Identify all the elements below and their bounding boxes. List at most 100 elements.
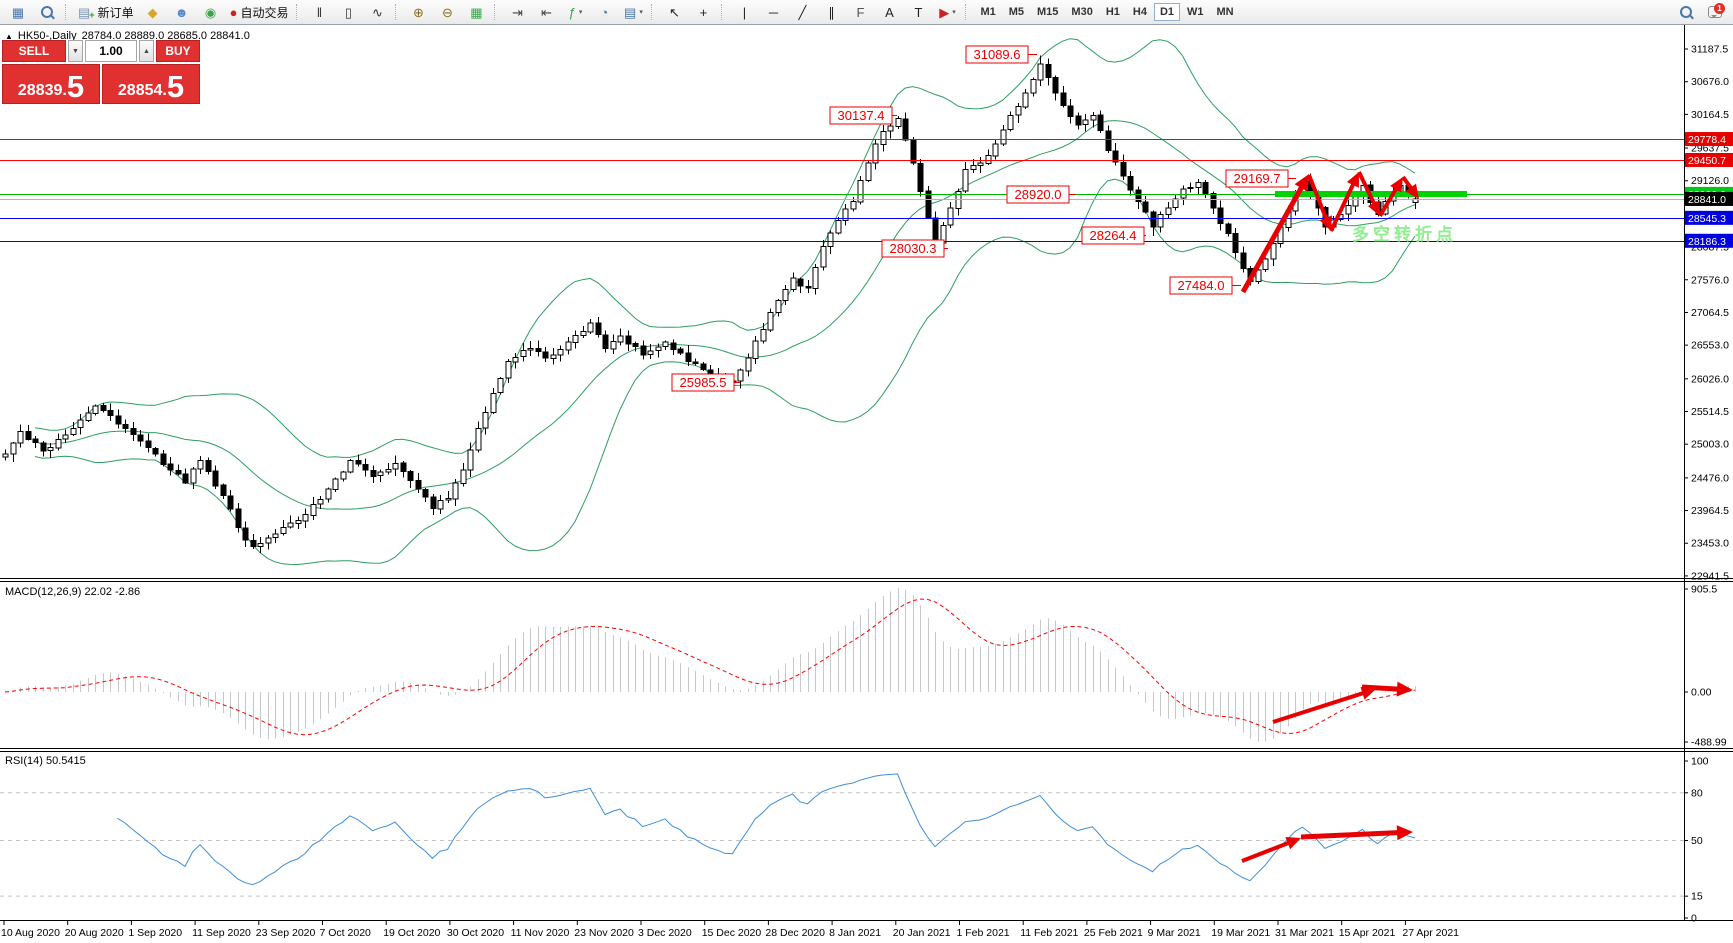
candlestick-chart-button[interactable]: ▯ — [334, 1, 362, 23]
trend-arrow[interactable] — [1329, 172, 1359, 232]
autotrade-button[interactable]: ● 自动交易 — [229, 4, 289, 20]
trend-arrow[interactable] — [1240, 174, 1309, 294]
price-annotation[interactable] — [671, 373, 735, 392]
drawn-objects[interactable]: 多空转折点 — [1240, 171, 1467, 863]
one-click-trade-widget: SELL ▼ 1.00 ▲ BUY 28839. 5 28854. 5 — [2, 40, 200, 104]
chinese-annotation-text[interactable]: 多空转折点 — [1352, 224, 1457, 244]
toolbar: ▦ ▤ + 新订单 ◆ ☻ ◉ ● 自动交易 ‖ ▯ ∿ ⊕ ⊖ ▦ ⇥ ⇤ ƒ ▾ ◔ ▤ ▾ ↖ + | ─ ╱ ∥ F A T ▶ ▾ M1… — [0, 0, 1733, 25]
chevron-down-icon: ▾ — [639, 9, 643, 16]
tf-m1[interactable]: M1 — [980, 6, 996, 18]
tf-m30[interactable]: M30 — [1071, 6, 1093, 18]
sell-button[interactable]: SELL — [2, 40, 66, 62]
indicators-button[interactable]: ƒ ▾ — [561, 1, 589, 23]
new-chart-button[interactable]: ▦ — [4, 1, 32, 23]
trend-arrow[interactable] — [1272, 687, 1376, 724]
panel-separators — [0, 25, 1733, 921]
volume-input[interactable]: 1.00 — [85, 40, 137, 62]
price-annotation[interactable] — [965, 45, 1029, 64]
trend-arrow[interactable] — [1307, 174, 1332, 231]
trendline-button[interactable]: ╱ — [788, 1, 816, 23]
volume-increase-button[interactable]: ▲ — [139, 40, 154, 62]
level-badge — [1685, 210, 1733, 225]
fibonacci-button[interactable]: F — [846, 1, 874, 23]
sell-price-display[interactable]: 28839. 5 — [2, 64, 100, 104]
bollinger-bands — [34, 38, 1416, 566]
svg-text:28841.0: 28841.0 — [1688, 194, 1726, 206]
date-axis: 10 Aug 2020 20 Aug 2020 1 Sep 2020 11 Sep 2… — [1, 921, 1459, 939]
tf-h4[interactable]: H4 — [1132, 6, 1147, 18]
svg-text:25514.5: 25514.5 — [1691, 406, 1729, 418]
rsi-panel — [0, 773, 1684, 897]
trend-arrow[interactable] — [1357, 171, 1380, 216]
zoom-out-button[interactable]: ⊖ — [433, 1, 461, 23]
chart-shift-button[interactable]: ⇤ — [532, 1, 560, 23]
channel-button-icon: ∥ — [828, 4, 835, 20]
trend-arrow[interactable] — [1361, 681, 1413, 697]
price-annotations[interactable]: 31089.6 30137.4 29169.7 28920.0 28264.4 28030… — [671, 45, 1296, 392]
new-order-button[interactable]: ▤ + 新订单 — [78, 4, 134, 21]
svg-text:19 Oct 2020: 19 Oct 2020 — [383, 927, 440, 939]
notifications-button[interactable]: 1 — [1701, 1, 1729, 23]
vertical-line-button[interactable]: | — [730, 1, 758, 23]
community-button[interactable]: ☻ — [168, 1, 196, 23]
horizontal-line-button[interactable]: ─ — [759, 1, 787, 23]
price-annotation[interactable] — [881, 239, 945, 258]
sep-2 — [296, 4, 301, 20]
trend-arrow[interactable] — [1401, 175, 1419, 199]
symbol-bar: ▲ HK50-,Daily 28784.0 28889.0 28685.0 28… — [5, 30, 250, 42]
price-annotation[interactable] — [1006, 185, 1070, 204]
crosshair-button[interactable]: + — [689, 1, 717, 23]
price-annotation[interactable] — [1169, 276, 1233, 295]
chart-profiles-button[interactable] — [33, 1, 61, 23]
line-chart-button-icon: ∿ — [372, 4, 383, 20]
sep-4 — [494, 4, 499, 20]
price-annotation[interactable] — [1081, 226, 1145, 245]
zoom-in-button[interactable]: ⊕ — [404, 1, 432, 23]
buy-button[interactable]: BUY — [156, 40, 200, 62]
buy-price-display[interactable]: 28854. 5 — [102, 64, 200, 104]
tf-mn[interactable]: MN — [1216, 6, 1234, 18]
zoom-in-button-icon: ⊕ — [413, 4, 424, 20]
period-button[interactable]: ◔ — [590, 1, 618, 23]
svg-text:28545.3: 28545.3 — [1688, 213, 1726, 225]
signals-button[interactable]: ◉ — [197, 1, 225, 23]
line-chart-button[interactable]: ∿ — [363, 1, 391, 23]
shapes-button[interactable]: ▶ ▾ — [933, 1, 961, 23]
trend-arrow[interactable] — [1378, 177, 1403, 218]
cursor-button-icon: ↖ — [669, 4, 680, 20]
search-button[interactable] — [1672, 1, 1700, 23]
bar-chart-button[interactable]: ‖ — [305, 1, 333, 23]
svg-text:29778.4: 29778.4 — [1688, 134, 1726, 146]
price-annotation[interactable] — [829, 106, 893, 125]
templates-button[interactable]: ▤ ▾ — [619, 1, 647, 23]
svg-text:22941.5: 22941.5 — [1691, 570, 1729, 582]
signals-button-icon: ◉ — [204, 4, 217, 20]
svg-text:100: 100 — [1691, 756, 1709, 768]
tile-windows-button[interactable]: ▦ — [462, 1, 490, 23]
text-button[interactable]: A — [875, 1, 903, 23]
svg-text:8 Jan 2021: 8 Jan 2021 — [829, 927, 881, 939]
text-label-button[interactable]: T — [904, 1, 932, 23]
cursor-button[interactable]: ↖ — [660, 1, 688, 23]
tf-m5[interactable]: M5 — [1008, 6, 1025, 18]
metaeditor-button-icon: ◆ — [147, 4, 158, 20]
svg-text:30 Oct 2020: 30 Oct 2020 — [447, 927, 504, 939]
tf-d1[interactable]: D1 — [1153, 3, 1181, 21]
auto-scroll-button[interactable]: ⇥ — [503, 1, 531, 23]
ohlc-values: 28784.0 28889.0 28685.0 28841.0 — [81, 30, 250, 42]
svg-text:11 Sep 2020: 11 Sep 2020 — [192, 927, 251, 939]
level-badge — [1685, 132, 1733, 147]
svg-text:15: 15 — [1691, 891, 1703, 903]
svg-text:26026.0: 26026.0 — [1691, 373, 1729, 385]
tf-h1[interactable]: H1 — [1105, 6, 1120, 18]
trend-arrow[interactable] — [1241, 837, 1301, 863]
price-annotation[interactable] — [1225, 169, 1289, 188]
tf-m15[interactable]: M15 — [1037, 6, 1059, 18]
volume-decrease-button[interactable]: ▼ — [68, 40, 83, 62]
tf-w1[interactable]: W1 — [1187, 6, 1204, 18]
channel-button[interactable]: ∥ — [817, 1, 845, 23]
trend-arrow[interactable] — [1300, 825, 1413, 841]
metaeditor-button[interactable]: ◆ — [139, 1, 167, 23]
collapse-quotes-icon[interactable]: ▲ — [5, 31, 13, 41]
